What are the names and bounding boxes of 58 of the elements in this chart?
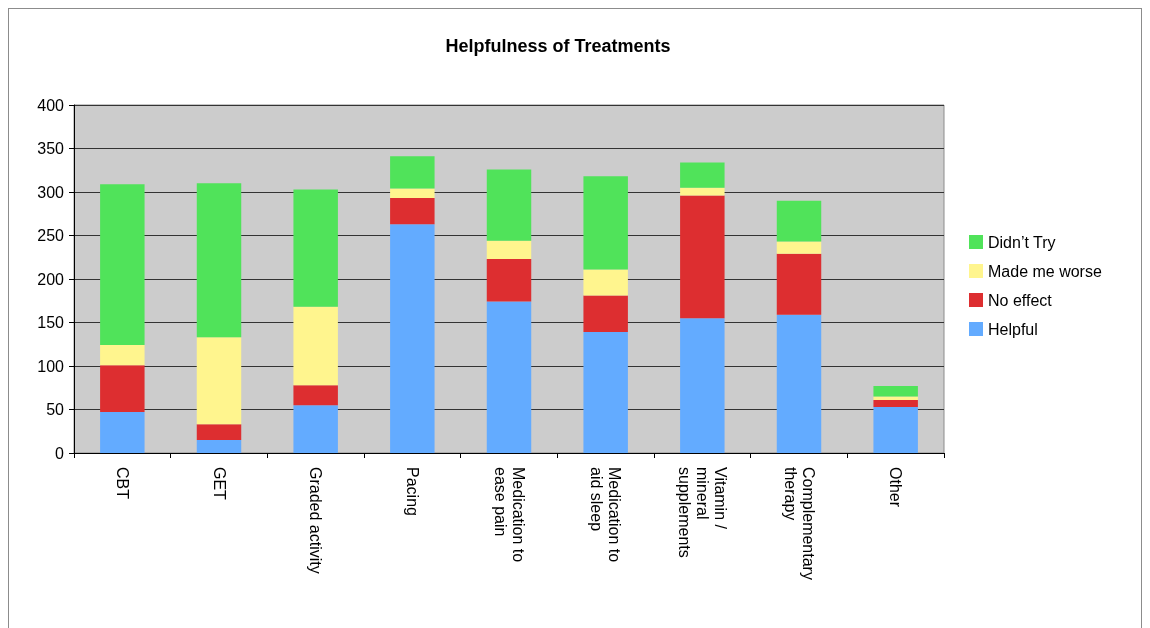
bar [486, 240, 532, 259]
y-tick-label: 0 [55, 444, 65, 462]
bar [293, 189, 338, 307]
bar [873, 406, 918, 453]
bar [583, 269, 628, 296]
bar [776, 314, 822, 453]
x-tick-label: Medication to aid sleep [588, 467, 624, 563]
x-tick-label: Graded activity [307, 467, 325, 574]
bar [486, 301, 532, 453]
bar [390, 224, 435, 453]
y-tick-label: 50 [46, 401, 65, 418]
bar [776, 253, 822, 315]
bar [680, 318, 725, 453]
legend-label: Helpful [988, 320, 1038, 338]
x-tick-label: CBT [113, 467, 131, 500]
bar [776, 241, 822, 254]
bar [196, 439, 242, 453]
y-tick-label: 350 [37, 140, 65, 157]
bar [583, 332, 628, 453]
x-tick-label: Medication to ease pain [491, 467, 527, 563]
legend-label: No effect [988, 291, 1053, 309]
bar [100, 345, 145, 366]
y-tick-label: 100 [37, 357, 65, 375]
chart-title: Helpfulness of Treatments [445, 36, 671, 56]
bar [583, 176, 628, 270]
bar [776, 200, 822, 242]
y-tick-label: 200 [37, 270, 65, 288]
bar [293, 405, 338, 453]
bar [293, 306, 338, 386]
x-tick-label: Complementary therapy [781, 467, 817, 580]
bar [486, 169, 532, 241]
bar [100, 184, 145, 346]
bar [583, 295, 628, 333]
x-tick-label: Other [887, 467, 905, 508]
bar [390, 156, 435, 189]
bar [680, 195, 725, 319]
y-tick-label: 150 [37, 314, 65, 331]
bar [680, 162, 725, 188]
bar [873, 386, 918, 397]
bar [196, 337, 242, 425]
bar [486, 258, 532, 302]
y-tick-label: 300 [37, 183, 65, 201]
bar [196, 183, 242, 338]
bar [100, 365, 145, 413]
bar [873, 396, 918, 400]
legend-label: Made me worse [988, 262, 1102, 280]
bar [196, 424, 242, 440]
y-tick-label: 400 [37, 96, 65, 114]
bar [293, 385, 338, 406]
x-tick-label: Pacing [403, 467, 421, 516]
bar [390, 188, 435, 199]
bar [680, 187, 725, 196]
x-tick-label: GET [210, 467, 228, 501]
bar [390, 198, 435, 225]
legend-label: Didn’t Try [988, 233, 1056, 251]
y-tick-label: 250 [37, 227, 65, 244]
bar [873, 399, 918, 407]
bar [100, 412, 145, 453]
